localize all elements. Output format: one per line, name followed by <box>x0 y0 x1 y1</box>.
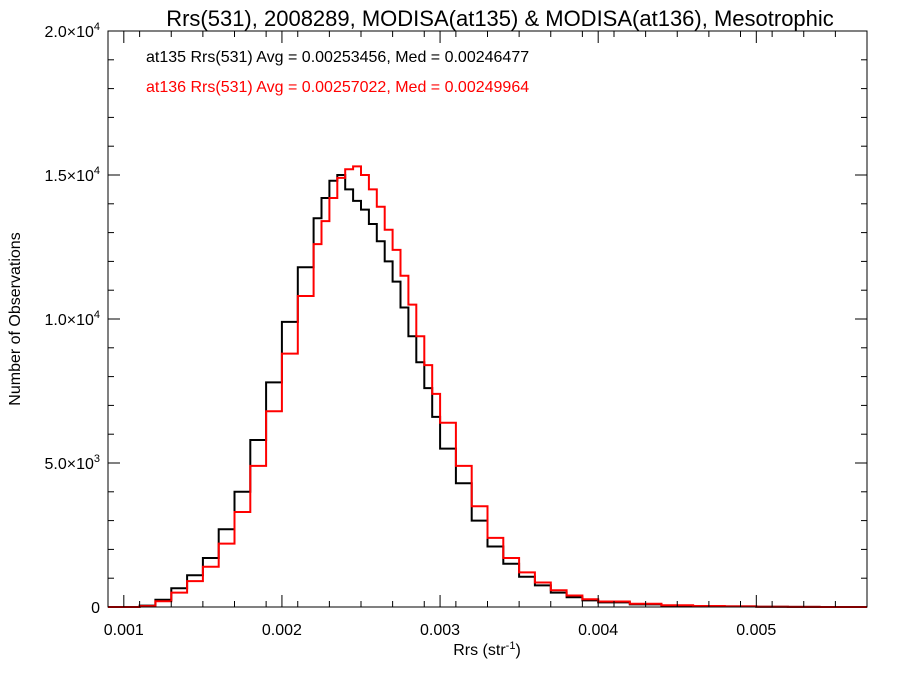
x-axis-label-text: Rrs (str <box>453 642 506 659</box>
x-axis-label-superscript: -1 <box>506 640 516 652</box>
series-line-at135 <box>108 174 867 608</box>
y-tick-label: 5.0×103 <box>44 453 100 473</box>
x-tick-label: 0.005 <box>736 622 776 639</box>
y-axis-label: Number of Observations <box>7 232 24 405</box>
y-tick-label: 1.0×104 <box>44 309 100 329</box>
x-tick-label: 0.004 <box>578 622 618 639</box>
x-axis-label-close: ) <box>515 642 520 659</box>
chart-title: Rrs(531), 2008289, MODISA(at135) & MODIS… <box>166 6 834 31</box>
y-tick-label: 0 <box>91 600 100 617</box>
x-axis-label: Rrs (str-1) <box>453 640 521 659</box>
legend: at135 Rrs(531) Avg = 0.00253456, Med = 0… <box>146 49 529 96</box>
legend-entry-at135: at135 Rrs(531) Avg = 0.00253456, Med = 0… <box>146 49 529 66</box>
x-tick-label: 0.002 <box>262 622 302 639</box>
series-layer <box>108 165 867 608</box>
legend-entry-at136: at136 Rrs(531) Avg = 0.00257022, Med = 0… <box>146 79 529 96</box>
x-axis: 0.001 0.002 0.003 0.004 0.005 <box>104 31 868 639</box>
y-axis: 0 5.0×103 1.0×104 1.5×104 2.0×104 <box>44 21 867 617</box>
y-tick-label: 1.5×104 <box>44 165 100 185</box>
y-tick-label: 2.0×104 <box>44 21 100 41</box>
x-tick-label: 0.003 <box>420 622 460 639</box>
x-tick-label: 0.001 <box>104 622 144 639</box>
